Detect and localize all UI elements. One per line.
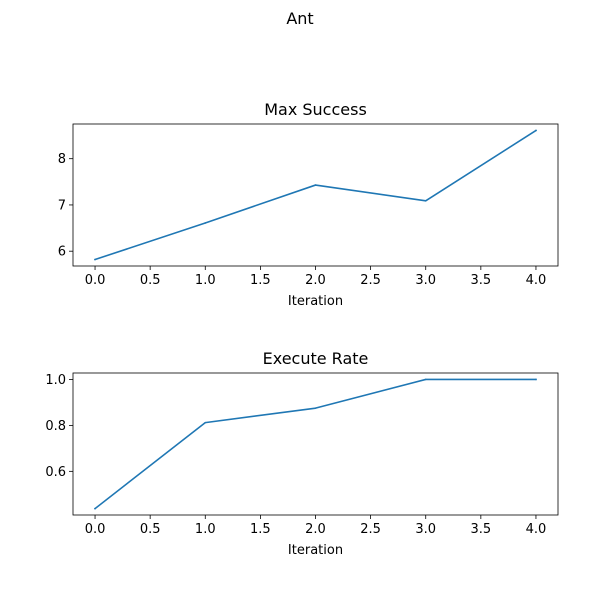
data-point <box>94 507 96 510</box>
data-point <box>424 378 427 381</box>
chart-1: Max Success 0.0 0.5 1.0 1.5 2.0 2.5 3.0 3.5 4.0 6 7… <box>58 100 559 309</box>
x-tick-label: 3.0 <box>415 273 436 288</box>
y-tick-label: 1.0 <box>45 373 66 388</box>
x-tick-label: 2.5 <box>360 522 381 537</box>
x-tick-label: 2.0 <box>305 273 326 288</box>
data-point <box>204 421 207 424</box>
x-tick-label: 2.0 <box>305 522 326 537</box>
series-line <box>93 378 537 510</box>
data-point <box>535 378 537 381</box>
x-tick-label: 0.5 <box>140 273 161 288</box>
y-tick-label: 0.8 <box>45 419 66 434</box>
y-tick-label: 7 <box>58 198 66 213</box>
data-point <box>535 129 537 132</box>
series-line <box>94 129 538 261</box>
x-tick-label: 4.0 <box>526 273 547 288</box>
data-point <box>314 184 317 186</box>
y-tick-label: 0.6 <box>45 465 66 480</box>
y-tick-label: 6 <box>58 245 66 260</box>
x-tick-label: 1.5 <box>250 273 271 288</box>
x-tick-label: 3.5 <box>470 273 491 288</box>
x-tick-label: 1.5 <box>250 522 271 537</box>
x-tick-label: 0.5 <box>140 522 161 537</box>
x-tick-label: 3.0 <box>415 522 436 537</box>
chart-title: Execute Rate <box>263 349 369 368</box>
x-axis-label: Iteration <box>288 543 343 558</box>
plot-frame <box>72 372 559 516</box>
plot-frame <box>72 123 559 267</box>
x-tick-label: 2.5 <box>360 273 381 288</box>
chart-title: Max Success <box>264 100 367 119</box>
x-tick-label: 0.0 <box>85 522 106 537</box>
data-point <box>314 407 317 409</box>
x-tick-label: 4.0 <box>526 522 547 537</box>
data-point <box>94 258 96 261</box>
data-point <box>424 199 427 202</box>
chart-2: Execute Rate 0.0 0.5 1.0 1.5 2.0 2.5 3.0 3.5 4.0 0… <box>45 349 559 558</box>
x-tick-label: 1.0 <box>195 273 216 288</box>
x-tick-label: 1.0 <box>195 522 216 537</box>
x-tick-label: 0.0 <box>85 273 106 288</box>
x-axis-label: Iteration <box>288 294 343 309</box>
x-tick-label: 3.5 <box>470 522 491 537</box>
figure-title: Ant <box>286 9 314 28</box>
data-point <box>204 222 207 224</box>
y-tick-label: 8 <box>58 152 66 167</box>
